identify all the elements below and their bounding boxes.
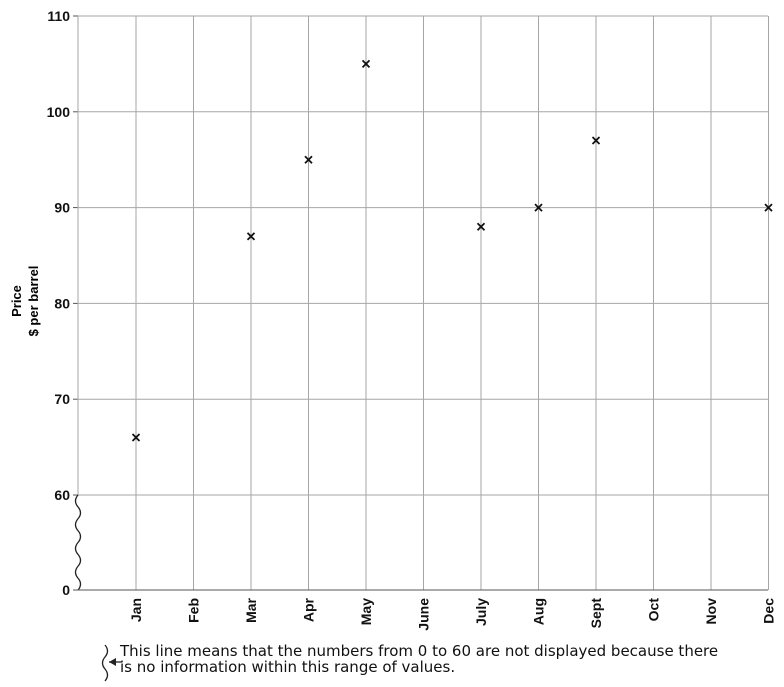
y-tick-label: 80 xyxy=(54,295,70,311)
x-tick-label: Apr xyxy=(301,597,317,622)
data-points xyxy=(131,59,773,442)
data-point xyxy=(476,222,486,231)
data-point xyxy=(361,59,371,69)
x-tick-label: Mar xyxy=(243,597,259,622)
y-axis-label-line1: Price xyxy=(9,285,24,317)
axes xyxy=(73,15,768,591)
x-tick-label: July xyxy=(473,598,489,626)
x-tick-label: Dec xyxy=(761,598,777,624)
data-point xyxy=(534,203,543,212)
x-tick-label: June xyxy=(416,598,432,631)
y-tick-label: 0 xyxy=(62,582,70,598)
x-tick-label: Feb xyxy=(186,598,202,623)
x-tick-labels: Jan Feb Mar Apr May June July Aug Sept Oct Nov Dec xyxy=(128,597,777,630)
axis-break-note: This line means that the numbers from 0 … xyxy=(120,643,780,675)
y-tick-label: 90 xyxy=(54,200,70,216)
x-tick-label: Jan xyxy=(128,598,144,622)
data-point xyxy=(131,433,141,442)
y-tick-label: 70 xyxy=(54,391,70,407)
y-axis-label: Price $ per barrel xyxy=(9,266,41,337)
data-point xyxy=(764,203,773,212)
x-tick-label: Nov xyxy=(703,598,719,625)
y-tick-label: 60 xyxy=(54,487,70,503)
x-tick-label: Sept xyxy=(588,598,604,629)
axis-break-note-line1: This line means that the numbers from 0 … xyxy=(120,642,719,660)
y-tick-labels: 110 100 90 80 70 60 0 xyxy=(47,8,71,598)
y-tick-label: 110 xyxy=(47,8,70,24)
y-axis-label-line2: $ per barrel xyxy=(26,266,41,337)
axis-break-note-line2: is no information within this range of v… xyxy=(120,658,456,676)
grid xyxy=(78,15,769,591)
data-point xyxy=(591,136,601,145)
y-tick-label: 100 xyxy=(47,104,71,120)
x-tick-label: May xyxy=(358,598,374,625)
x-tick-label: Oct xyxy=(646,598,662,622)
data-point xyxy=(304,155,313,164)
data-point xyxy=(246,232,256,241)
y-axis-break xyxy=(74,494,82,591)
x-tick-label: Aug xyxy=(531,598,547,625)
axis-break-legend-symbol xyxy=(101,644,122,682)
